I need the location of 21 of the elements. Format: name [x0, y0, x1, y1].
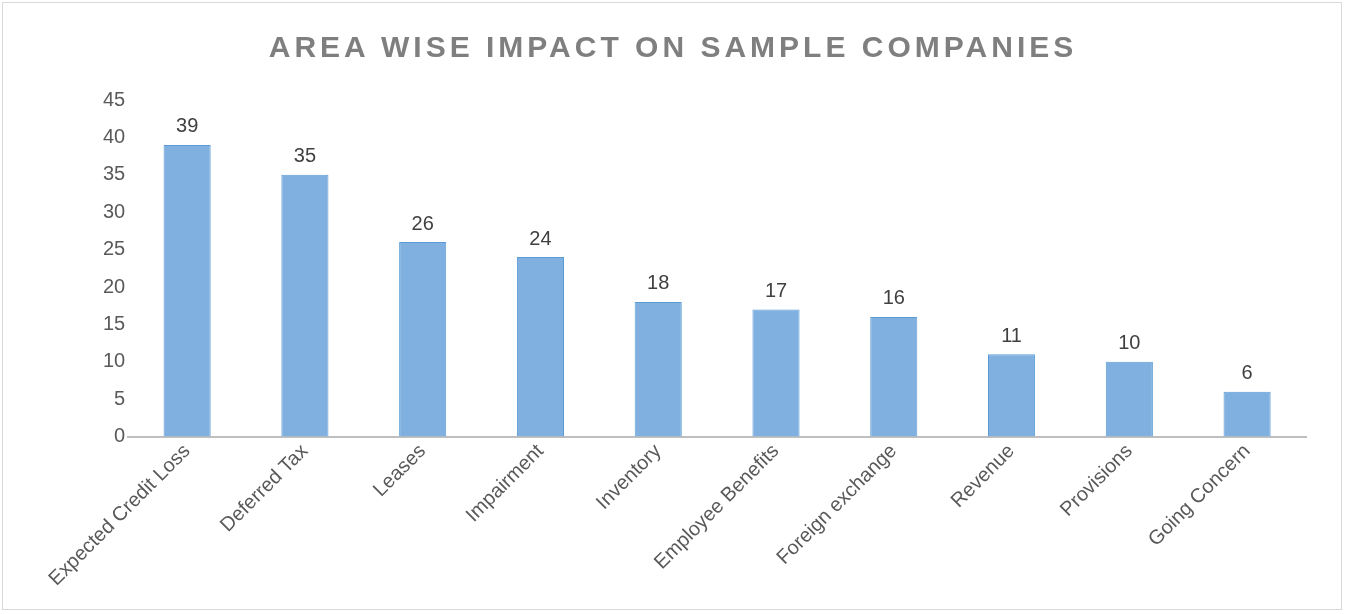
y-tick-label: 10	[103, 349, 126, 372]
data-label: 35	[293, 144, 317, 167]
y-tick-label: 30	[103, 199, 126, 222]
chart-title: AREA WISE IMPACT ON SAMPLE COMPANIES	[267, 30, 1079, 64]
data-label: 11	[1001, 323, 1022, 346]
data-label: 39	[176, 114, 199, 137]
y-tick-label: 5	[114, 386, 126, 409]
y-tick-label: 45	[103, 87, 126, 110]
data-label: 17	[764, 278, 788, 301]
data-label: 18	[647, 271, 670, 294]
y-tick-label: 0	[114, 424, 126, 447]
y-tick-label: 20	[103, 274, 126, 297]
y-tick-label: 15	[103, 311, 126, 334]
data-label: 16	[882, 286, 905, 309]
y-tick-label: 40	[103, 124, 126, 147]
data-label: 6	[1241, 361, 1253, 384]
data-label: 10	[1118, 331, 1141, 354]
data-label: 26	[411, 211, 434, 234]
y-tick-label: 35	[103, 162, 126, 185]
data-label: 24	[529, 226, 552, 249]
y-tick-label: 25	[103, 237, 126, 260]
